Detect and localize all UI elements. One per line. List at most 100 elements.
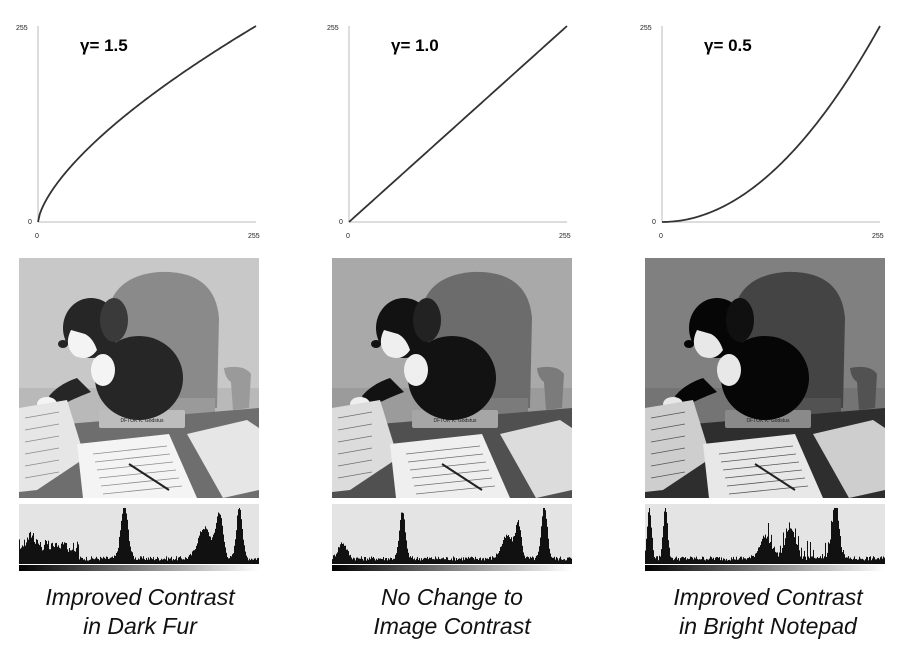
histogram-bar <box>479 558 480 564</box>
histogram-bar <box>816 558 817 564</box>
histogram-bar <box>498 553 499 564</box>
histogram-bar <box>109 558 110 564</box>
paper-left <box>19 400 85 492</box>
histogram-bar <box>156 559 157 564</box>
histogram-bar <box>361 556 362 564</box>
histogram-bar <box>522 545 523 564</box>
histogram-bar <box>508 535 509 564</box>
histogram-bar <box>191 555 192 564</box>
histogram-bar <box>647 526 648 564</box>
histogram-bar <box>561 559 562 564</box>
histogram-bar <box>205 526 206 564</box>
histogram-bar <box>684 558 685 564</box>
histogram-bar <box>763 535 764 564</box>
histogram-bar <box>801 547 802 564</box>
histogram-bar <box>792 530 793 564</box>
histogram-bar <box>113 558 114 564</box>
histogram-bar <box>159 560 160 564</box>
paper-line <box>650 471 686 479</box>
histogram-bar <box>673 560 674 564</box>
histogram-bar <box>569 557 570 564</box>
histogram-bar <box>882 558 883 564</box>
histogram-bar <box>47 544 48 564</box>
histogram-bar <box>51 543 52 564</box>
gamma-curve-chart: 255 0 0 255 γ= 1.5 <box>0 0 270 250</box>
x-min-tick: 0 <box>659 233 663 240</box>
gamma-label: γ= 1.0 <box>391 36 439 55</box>
histogram-bar <box>119 536 120 564</box>
histogram-bar <box>31 537 32 564</box>
histogram-bar <box>166 556 167 564</box>
histogram-bar <box>59 547 60 564</box>
histogram-bar <box>805 556 806 564</box>
gamma-curve-line <box>661 25 881 223</box>
histogram-bar <box>645 550 646 564</box>
histogram-bar <box>369 557 370 564</box>
histogram-bar <box>727 560 728 564</box>
histogram-bar <box>563 559 564 564</box>
histogram-bar <box>876 559 877 564</box>
histogram-bar <box>700 559 701 564</box>
histogram-bar <box>717 557 718 564</box>
histogram-bar <box>364 557 365 564</box>
histogram-bar <box>239 508 240 564</box>
histogram-bar <box>90 559 91 564</box>
histogram-bar <box>94 559 95 564</box>
histogram-bar <box>64 542 65 564</box>
histogram-bar <box>248 560 249 564</box>
histogram-bar <box>859 556 860 564</box>
name-plate-text: DFTOK K. Godstus <box>747 418 790 424</box>
histogram-bar <box>169 558 170 564</box>
histogram-bar <box>76 547 77 564</box>
histogram-bar <box>515 532 516 564</box>
histogram-bar <box>558 560 559 564</box>
pen <box>754 463 796 491</box>
histogram-bar <box>490 556 491 564</box>
histogram-bar <box>721 557 722 564</box>
puppy-ear <box>726 298 754 342</box>
histogram-bar <box>775 551 776 564</box>
histogram-bar <box>472 557 473 564</box>
histogram-bar <box>712 558 713 564</box>
histogram-bar <box>192 551 193 564</box>
histogram-bar <box>810 542 811 564</box>
y-max-tick: 255 <box>16 25 28 32</box>
histogram-bar <box>24 539 25 564</box>
gamma-curve-chart: 255 0 0 255 γ= 0.5 <box>624 0 894 250</box>
histogram-bar <box>750 558 751 564</box>
histogram-bar <box>883 556 884 564</box>
histogram-bar <box>505 537 506 564</box>
histogram-bar <box>663 526 664 564</box>
histogram-bar <box>467 558 468 564</box>
histogram-bar <box>877 558 878 564</box>
histogram-bar <box>366 560 367 564</box>
histogram-bar <box>466 557 467 564</box>
histogram-bar <box>85 560 86 564</box>
histogram-bar <box>872 558 873 564</box>
histogram-bar <box>72 549 73 564</box>
chair-arm <box>537 366 564 410</box>
histogram-bar <box>126 513 127 564</box>
puppy-body <box>408 336 496 420</box>
histogram-bar <box>58 545 59 564</box>
histogram-bar <box>715 557 716 564</box>
histogram-bar <box>19 539 20 564</box>
notepad-line <box>720 453 797 463</box>
gamma-curve-line <box>348 25 568 223</box>
x-max-tick: 255 <box>559 233 571 240</box>
histogram-bar <box>221 518 222 564</box>
histogram-bar <box>860 558 861 564</box>
caption-line-2: in Dark Fur <box>83 613 197 639</box>
histogram-bar <box>664 511 665 564</box>
histogram-bar <box>567 557 568 564</box>
histogram-bar <box>67 549 68 564</box>
histogram-bar <box>780 545 781 564</box>
histogram-bar <box>250 560 251 564</box>
histogram-bar <box>355 560 356 564</box>
histogram-bar <box>531 557 532 564</box>
histogram-bar <box>346 549 347 564</box>
histogram-bar <box>147 559 148 564</box>
histogram-bar <box>514 536 515 564</box>
histogram-bar <box>439 558 440 564</box>
histogram-bar <box>833 509 834 564</box>
